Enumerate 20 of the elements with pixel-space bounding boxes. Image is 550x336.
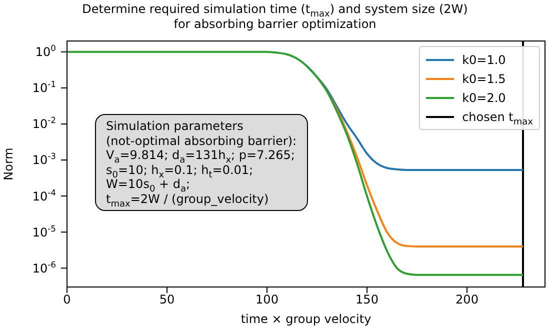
y-tick-label: 10$^{-6}$ (32, 259, 56, 276)
y-tick-label: 10$^{-1}$ (32, 79, 56, 96)
legend-label: k0=2.0 (462, 90, 506, 104)
chart-title: Determine required simulation time (t$_{max}$) and system size (2W) for absorbing barrier optimization (81, 2, 469, 32)
x-tick-label: 50 (159, 292, 175, 307)
y-tick-label: 10$^{0}$ (35, 43, 56, 60)
y-tick-label: 10$^{-4}$ (32, 187, 56, 204)
text: Simulation parameters (not-optimal absorbing barrier): V$_{a}$=9.814; d$_{a}$=131h$_{x}$; p=7.265; s$_{0}$=10; h$_{x}$=0.1; h$_{t}$=0.01; W=10s$_{0}$ + d$_{a}$; t$_{max}$=2W / (group_velocity) (106, 119, 297, 209)
x-tick-label: 0 (63, 292, 71, 307)
x-tick-label: 100 (256, 292, 278, 307)
legend-label: k0=1.0 (462, 52, 506, 66)
y-tick-label: 10$^{-2}$ (32, 115, 56, 132)
x-tick-label: 200 (456, 292, 478, 307)
y-tick-label: 10$^{-3}$ (32, 151, 56, 168)
y-tick-label: 10$^{-5}$ (32, 223, 56, 240)
x-tick-label: 150 (356, 292, 378, 307)
x-axis-title: time × group velocity (240, 312, 372, 326)
legend-label: k0=1.5 (462, 72, 506, 86)
y-axis-title: Norm (1, 148, 16, 180)
ref-line-label: chosen t$_{max}$ (462, 110, 533, 127)
